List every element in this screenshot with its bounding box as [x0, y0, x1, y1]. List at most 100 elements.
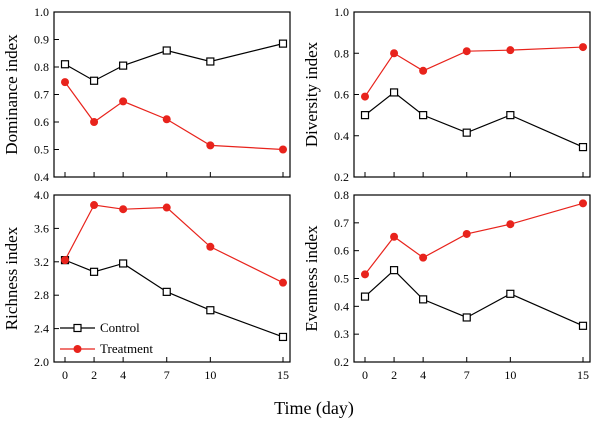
- x-tick-label: 15: [277, 368, 289, 382]
- control-point: [119, 259, 128, 268]
- control-point: [89, 76, 99, 85]
- y-axis-label: Diversity index: [302, 41, 321, 147]
- y-tick-label: 0.4: [334, 299, 349, 313]
- treatment-point: [419, 253, 428, 262]
- treatment-point: [206, 141, 215, 150]
- panel-1: 0.4 0.5 0.6 0.7 0.8 0.9 1.0 Dominance index: [2, 5, 291, 184]
- x-tick-label: 7: [164, 368, 170, 382]
- treatment-point: [61, 78, 69, 87]
- y-tick-label: 1.0: [34, 5, 49, 19]
- treatment-point: [390, 232, 399, 241]
- y-tick-label: 0.8: [34, 60, 49, 74]
- y-tick-label: 0.4: [34, 170, 49, 184]
- treatment-point: [279, 145, 287, 154]
- control-point: [89, 267, 99, 276]
- control-point: [389, 88, 399, 97]
- control-line: [64, 259, 284, 338]
- plot-frame: [53, 11, 291, 178]
- y-tick-label: 2.0: [34, 355, 49, 369]
- y-tick-label: 0.5: [34, 143, 49, 157]
- treatment-point: [119, 97, 128, 106]
- x-tick-label: 0: [62, 368, 68, 382]
- control-point: [462, 128, 471, 137]
- y-tick-label: 0.9: [34, 33, 49, 47]
- y-tick-label: 0.6: [34, 115, 49, 129]
- y-tick-label: 0.5: [334, 272, 349, 286]
- control-point: [278, 332, 288, 342]
- y-tick-label: 0.4: [334, 129, 349, 143]
- treatment-line: [364, 46, 584, 97]
- legend-control-label: Control: [100, 320, 140, 335]
- control-point: [162, 46, 171, 55]
- treatment-point: [361, 92, 369, 101]
- x-tick-label: 4: [420, 368, 426, 382]
- x-tick-label: 0: [362, 368, 368, 382]
- y-tick-label: 2.8: [34, 288, 49, 302]
- control-point: [278, 39, 288, 48]
- plot-frame: [353, 11, 591, 178]
- control-point: [162, 287, 171, 296]
- treatment-line: [64, 81, 284, 151]
- y-tick-label: 0.2: [334, 170, 349, 184]
- treatment-line: [364, 202, 584, 275]
- x-tick-label: 10: [504, 368, 516, 382]
- y-tick-label: 0.8: [334, 188, 349, 202]
- control-point: [60, 60, 70, 69]
- treatment-point: [119, 205, 128, 214]
- legend: Control Treatment: [60, 320, 153, 356]
- treatment-point: [506, 46, 515, 55]
- y-tick-label: 2.4: [34, 322, 49, 336]
- panel-4: 0.2 0.3 0.4 0.5 0.6 0.7 0.8 0 2 4 7 10 15 Evenness in…: [302, 188, 591, 382]
- y-axis-label: Richness index: [2, 226, 21, 330]
- treatment-point: [90, 118, 99, 126]
- y-axis-label: Dominance index: [2, 34, 21, 155]
- y-tick-label: 0.7: [334, 216, 349, 230]
- control-point: [360, 292, 370, 301]
- treatment-point: [506, 220, 515, 229]
- control-point: [389, 266, 399, 275]
- y-tick-label: 1.0: [334, 5, 349, 19]
- legend-treatment-label: Treatment: [100, 341, 153, 356]
- control-point: [419, 295, 428, 304]
- treatment-point: [462, 47, 471, 56]
- x-tick-label: 4: [120, 368, 126, 382]
- x-tick-label: 2: [91, 368, 97, 382]
- treatment-point: [162, 115, 171, 124]
- treatment-point: [579, 43, 587, 52]
- treatment-point: [61, 256, 69, 265]
- plot-frame: [353, 194, 591, 363]
- panel-2: 0.2 0.4 0.6 0.8 1.0 Diversity index: [302, 5, 591, 184]
- y-tick-label: 0.6: [334, 88, 349, 102]
- y-tick-label: 0.2: [334, 355, 349, 369]
- control-point: [506, 289, 515, 298]
- control-point: [206, 57, 215, 66]
- control-point: [506, 111, 515, 120]
- x-tick-label: 7: [464, 368, 470, 382]
- y-tick-label: 4.0: [34, 188, 49, 202]
- x-tick-label: 10: [204, 368, 216, 382]
- control-line: [364, 91, 584, 148]
- y-tick-label: 0.6: [334, 244, 349, 258]
- control-line: [64, 43, 284, 82]
- treatment-point: [390, 49, 399, 58]
- y-tick-label: 0.8: [334, 46, 349, 60]
- legend-treatment-marker: [73, 345, 82, 353]
- x-axis-label: Time (day): [274, 398, 354, 419]
- x-tick-label: 2: [391, 368, 397, 382]
- control-point: [462, 313, 471, 322]
- treatment-point: [90, 201, 99, 210]
- y-tick-label: 3.6: [34, 221, 49, 235]
- plot-frame: [53, 194, 291, 363]
- treatment-point: [579, 199, 587, 208]
- treatment-point: [419, 66, 428, 75]
- treatment-point: [279, 278, 287, 287]
- x-tick-label: 15: [577, 368, 589, 382]
- y-tick-label: 0.3: [334, 327, 349, 341]
- legend-control-marker: [73, 323, 82, 333]
- control-point: [206, 306, 215, 315]
- control-point: [119, 61, 128, 70]
- treatment-line: [64, 204, 284, 284]
- treatment-point: [162, 203, 171, 212]
- control-point: [578, 142, 588, 152]
